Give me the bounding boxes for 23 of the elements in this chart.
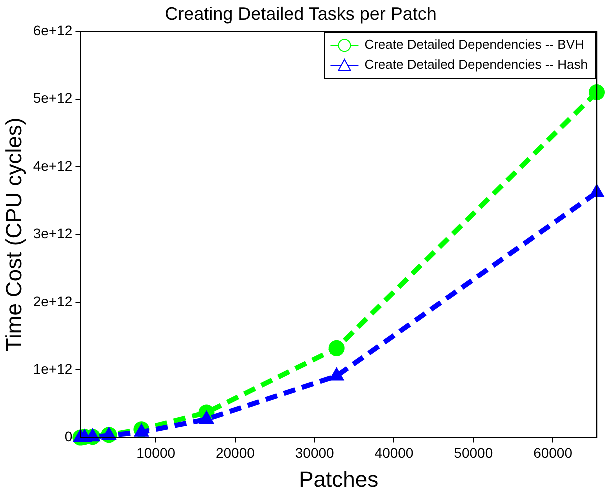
y-tick-label: 4e+12 [33, 158, 73, 174]
x-tick-label: 50000 [454, 445, 494, 462]
x-axis-title: Patches [299, 466, 379, 492]
point [102, 428, 116, 440]
y-tick-label: 0 [64, 428, 73, 445]
y-axis-title: Time Cost (CPU cycles) [1, 118, 26, 352]
y-tick-label: 2e+12 [33, 293, 73, 310]
y-tick-label: 3e+12 [33, 226, 73, 242]
legend-label: Create Detailed Dependencies -- Hash [364, 57, 588, 72]
x-tick-label: 40000 [374, 445, 414, 462]
x-tick-label: 60000 [534, 445, 573, 462]
y-tick-label: 6e+12 [33, 22, 73, 38]
legend-label: Create Detailed Dependencies -- BVH [364, 37, 584, 52]
y-tick-label: 1e+12 [33, 360, 73, 377]
point [330, 368, 344, 381]
x-tick-label: 30000 [295, 445, 335, 462]
point [200, 412, 214, 424]
x-tick-label: 20000 [216, 445, 256, 462]
chart-title: Creating Detailed Tasks per Patch [165, 4, 437, 24]
point [328, 340, 345, 356]
point [589, 84, 605, 101]
x-tick-label: 10000 [136, 445, 176, 462]
y-tick-label: 5e+12 [33, 90, 73, 106]
